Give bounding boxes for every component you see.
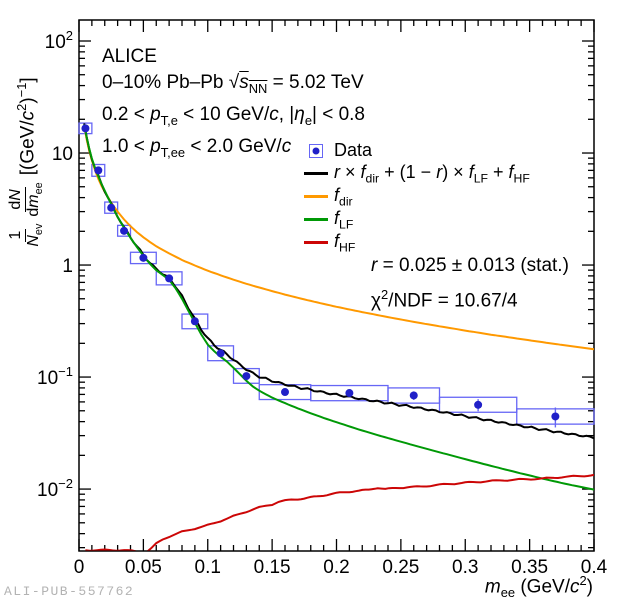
x-tick-label: 0.3 <box>452 557 478 578</box>
y-title-frac1-den: Nev <box>25 223 46 247</box>
legend-line-swatch <box>304 172 328 175</box>
y-title-frac1-num: 1 <box>7 228 27 242</box>
data-point-marker <box>474 400 483 409</box>
x-tick-label: 0.25 <box>382 557 419 578</box>
figure-watermark: ALI-PUB-557762 <box>4 584 135 599</box>
x-tick-label: 0.15 <box>254 557 291 578</box>
info-line-single-electron-cuts: 0.2 < pT,e < 10 GeV/c, |ηe| < 0.8 <box>102 103 366 128</box>
fit-r-value: r = 0.025 ± 0.013 (stat.) <box>371 255 569 276</box>
sys-uncertainty-box <box>155 271 183 286</box>
legend-entry-4: fHF <box>303 231 530 254</box>
data-point-marker <box>216 349 225 358</box>
y-tick-label: 102 <box>45 28 73 53</box>
data-point-marker <box>190 317 199 326</box>
legend-marker-dot-icon <box>312 147 320 154</box>
data-point-marker <box>281 388 289 397</box>
series-curve-fdir <box>83 125 594 351</box>
y-tick-label: 10−1 <box>37 364 73 389</box>
y-axis-title: 1 Nev dN dmee [(GeV/c2)−1] <box>0 12 57 312</box>
legend-entry-label: fLF <box>334 207 354 232</box>
data-point-marker <box>81 124 90 133</box>
x-tick-label: 0.05 <box>125 557 162 578</box>
fit-chi2-ndf: χ2/NDF = 10.67/4 <box>371 287 518 312</box>
x-tick-label: 0 <box>74 557 85 578</box>
data-point-marker <box>551 412 560 421</box>
legend-entry-data: Data <box>303 139 530 162</box>
fit-results: r = 0.025 ± 0.013 (stat.) χ2/NDF = 10.67… <box>371 251 569 315</box>
series-curve-fhf <box>85 473 594 551</box>
legend-entry-label: fdir <box>334 184 353 209</box>
y-title-frac2-num: dN <box>7 187 27 212</box>
sys-uncertainty-box <box>207 345 235 362</box>
data-point-marker <box>120 226 129 235</box>
data-point-marker <box>165 274 174 283</box>
data-point-marker <box>139 253 148 262</box>
info-line-system: 0–10% Pb–Pb √sNN = 5.02 TeV <box>102 72 364 96</box>
legend-line-icon <box>303 241 329 244</box>
y-title-frac-2: dN dmee <box>7 182 46 217</box>
data-point-marker <box>107 203 116 212</box>
x-tick-label: 0.35 <box>511 557 548 578</box>
legend-line-swatch <box>304 195 328 198</box>
legend-line-icon <box>303 218 329 221</box>
legend: Data r × fdir + (1 − r) × fLF + fHF fdir fL… <box>303 139 530 254</box>
x-tick-label: 0.1 <box>195 557 221 578</box>
legend-entry-2: fdir <box>303 185 530 208</box>
y-title-frac2-den: dmee <box>25 182 46 217</box>
legend-entry-3: fLF <box>303 208 530 231</box>
x-tick-label: 0.2 <box>323 557 349 578</box>
legend-entry-label: fHF <box>334 230 356 255</box>
legend-entry-label: Data <box>334 140 373 160</box>
data-point-marker <box>242 372 251 381</box>
x-axis-title: mee (GeV/c2) <box>484 573 593 601</box>
y-tick-label: 10 <box>52 144 73 165</box>
legend-line-swatch <box>304 241 328 244</box>
legend-data-marker-icon <box>303 143 329 158</box>
sys-uncertainty-box <box>129 251 157 265</box>
y-title-units: [(GeV/c2)−1] <box>14 77 39 176</box>
data-point-marker <box>94 166 103 175</box>
y-title-frac-1: 1 Nev <box>7 223 46 247</box>
legend-entry-label: r × fdir + (1 − r) × fLF + fHF <box>334 161 530 186</box>
sys-uncertainty-box <box>232 367 260 384</box>
data-point-marker <box>345 389 354 398</box>
sys-uncertainty-box <box>387 387 441 404</box>
legend-line-icon <box>303 172 329 175</box>
legend-line-swatch <box>304 218 328 221</box>
y-tick-label: 1 <box>62 256 73 277</box>
y-tick-label: 10−2 <box>37 476 73 501</box>
data-point-marker <box>409 391 418 400</box>
legend-line-icon <box>303 195 329 198</box>
info-line-experiment: ALICE <box>102 46 157 67</box>
x-tick-label: 0.4 <box>581 557 608 578</box>
info-block: ALICE 0–10% Pb–Pb √sNN = 5.02 TeV 0.2 < … <box>102 44 365 165</box>
legend-sys-box-icon <box>309 143 323 158</box>
series-curve-flf <box>83 124 594 491</box>
legend-entry-1: r × fdir + (1 − r) × fLF + fHF <box>303 162 530 185</box>
sys-uncertainty-box <box>181 313 209 330</box>
info-line-pair-pt-cut: 1.0 < pT,ee < 2.0 GeV/c <box>102 135 292 160</box>
sys-uncertainty-box <box>438 396 518 413</box>
